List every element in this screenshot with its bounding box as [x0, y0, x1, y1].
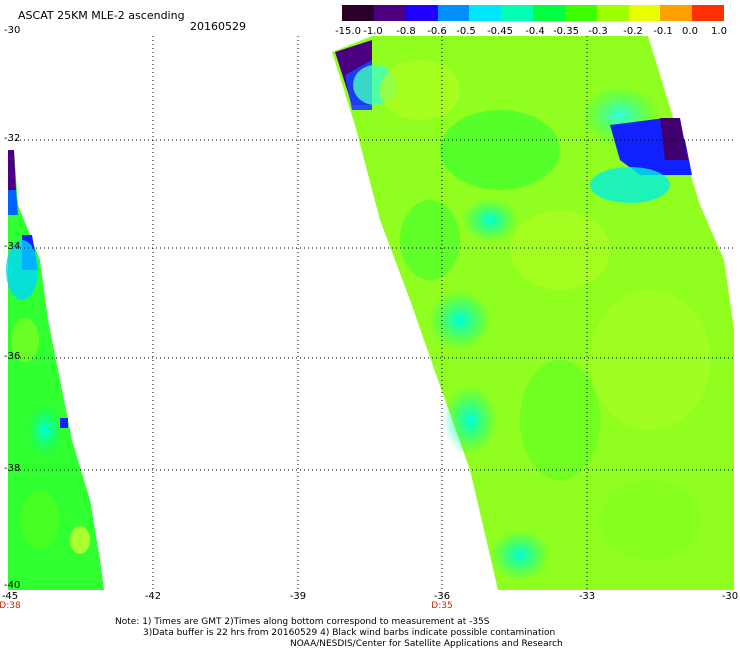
latitude-label: -32 [4, 133, 21, 144]
colorbar [342, 5, 725, 21]
colorbar-tick-label: -0.2 [623, 26, 643, 37]
colorbar-tick-label: -0.5 [456, 26, 476, 37]
colorbar-segment [660, 5, 693, 21]
longitude-label: -42 [144, 591, 162, 602]
time-label-left: D:38 [0, 601, 21, 611]
longitude-label: -30 [721, 591, 739, 602]
colorbar-tick-label: 1.0 [711, 26, 727, 37]
colorbar-segment [373, 5, 407, 21]
left-swath [6, 150, 104, 590]
colorbar-tick-label: -0.4 [525, 26, 545, 37]
time-label-right: D:35 [431, 601, 453, 611]
longitude-label: -39 [289, 591, 307, 602]
colorbar-segment [564, 5, 598, 21]
colorbar-tick-label: -15.0 [335, 26, 361, 37]
colorbar-tick-label: -0.35 [553, 26, 579, 37]
latitude-label: -40 [4, 580, 21, 591]
colorbar-tick-label: -1.0 [363, 26, 383, 37]
note-line-3: NOAA/NESDIS/Center for Satellite Applica… [290, 639, 563, 649]
map-title: ASCAT 25KM MLE-2 ascending [18, 9, 185, 22]
colorbar-segment [692, 5, 725, 21]
note-line-1: Note: 1) Times are GMT 2)Times along bot… [115, 617, 490, 627]
colorbar-segment [533, 5, 566, 21]
right-swath [332, 36, 734, 590]
graticule [8, 36, 734, 590]
colorbar-tick-label: -0.8 [396, 26, 416, 37]
colorbar-tick-label: -0.3 [588, 26, 608, 37]
colorbar-tick-label: 0.0 [682, 26, 698, 37]
latitude-label: -38 [4, 463, 21, 474]
colorbar-segment [501, 5, 534, 21]
map-date: 20160529 [190, 20, 246, 33]
colorbar-segment [342, 5, 375, 21]
latitude-label: -36 [4, 351, 21, 362]
colorbar-segment [405, 5, 438, 21]
colorbar-segment [628, 5, 661, 21]
colorbar-segment [469, 5, 502, 21]
longitude-label: -33 [578, 591, 596, 602]
latitude-label: -30 [4, 25, 21, 36]
longitude-label: -36 [433, 591, 451, 602]
colorbar-tick-label: -0.6 [427, 26, 447, 37]
colorbar-tick-label: -0.1 [653, 26, 673, 37]
latitude-label: -34 [4, 241, 21, 252]
colorbar-segment [596, 5, 629, 21]
note-line-2: 3)Data buffer is 22 hrs from 20160529 4)… [143, 628, 556, 638]
colorbar-segment [437, 5, 470, 21]
longitude-label: -45 [1, 591, 19, 602]
colorbar-tick-label: -0.45 [487, 26, 513, 37]
